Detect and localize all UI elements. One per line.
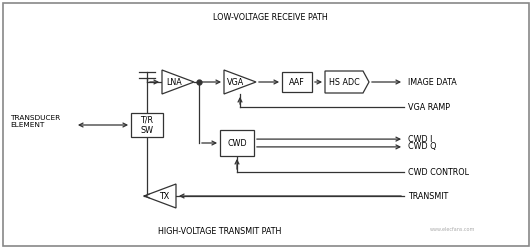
Text: T/R
SW: T/R SW <box>140 115 154 135</box>
Text: HIGH-VOLTAGE TRANSMIT PATH: HIGH-VOLTAGE TRANSMIT PATH <box>159 227 281 236</box>
Text: CWD Q: CWD Q <box>408 142 436 151</box>
Text: LNA: LNA <box>166 77 182 86</box>
Text: HS ADC: HS ADC <box>329 77 360 86</box>
Text: TRANSMIT: TRANSMIT <box>408 191 448 200</box>
Text: VGA: VGA <box>227 77 245 86</box>
Text: CWD I: CWD I <box>408 135 433 144</box>
Polygon shape <box>144 184 176 208</box>
Text: AAF: AAF <box>289 77 305 86</box>
Polygon shape <box>162 70 194 94</box>
Text: CWD: CWD <box>227 138 247 147</box>
Bar <box>282 72 312 92</box>
Text: LOW-VOLTAGE RECEIVE PATH: LOW-VOLTAGE RECEIVE PATH <box>213 13 327 22</box>
Text: www.elecfans.com: www.elecfans.com <box>430 227 476 232</box>
Text: TRANSDUCER: TRANSDUCER <box>10 115 60 121</box>
Text: TX: TX <box>159 191 169 200</box>
Text: IMAGE DATA: IMAGE DATA <box>408 77 457 86</box>
Text: ELEMENT: ELEMENT <box>10 122 44 128</box>
Bar <box>220 130 254 156</box>
Polygon shape <box>325 71 369 93</box>
Bar <box>131 113 163 137</box>
Text: VGA RAMP: VGA RAMP <box>408 103 450 112</box>
Text: CWD CONTROL: CWD CONTROL <box>408 168 469 177</box>
Polygon shape <box>224 70 256 94</box>
